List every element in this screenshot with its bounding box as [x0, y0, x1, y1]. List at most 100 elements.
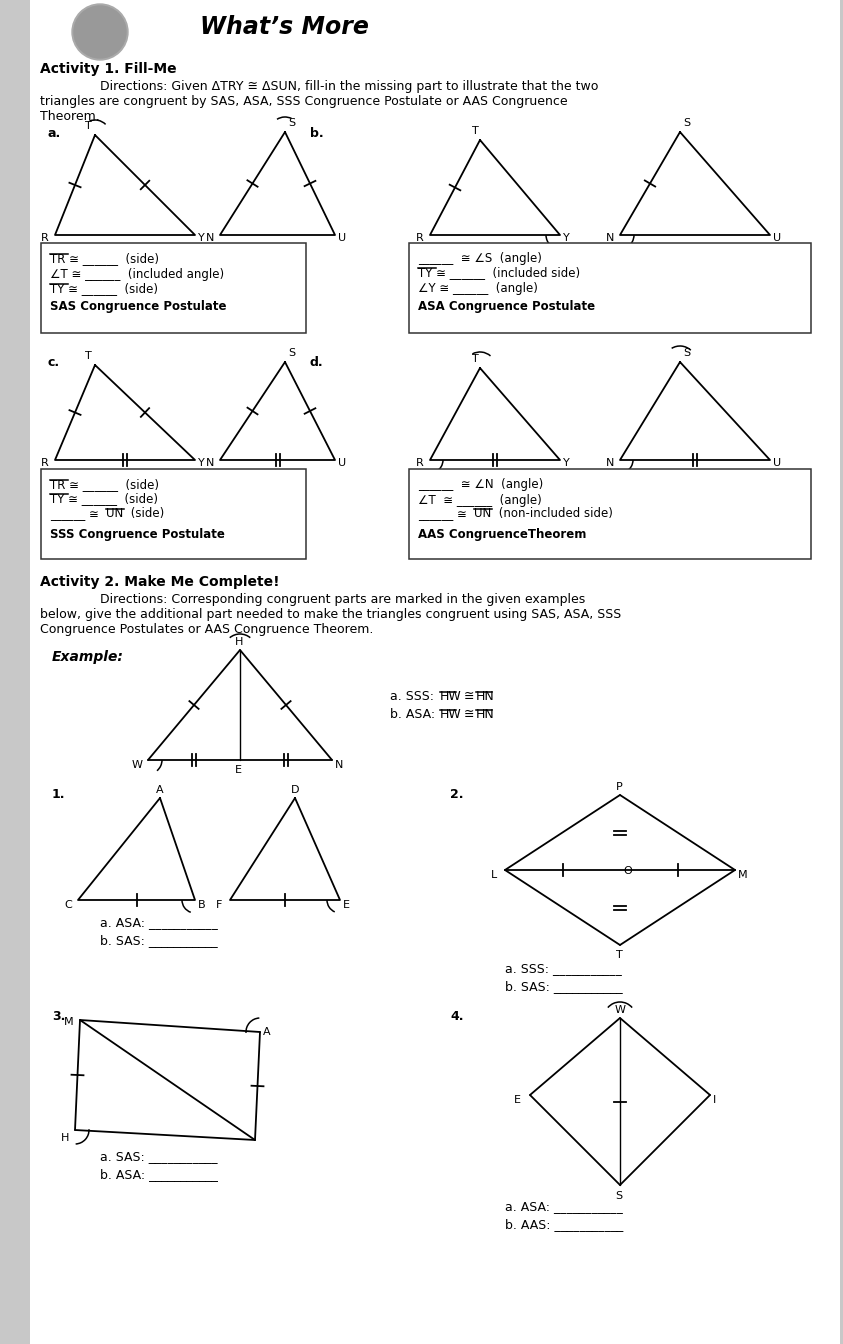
- FancyBboxPatch shape: [409, 469, 811, 559]
- Text: b. ASA: ___________: b. ASA: ___________: [100, 1168, 217, 1181]
- Text: R: R: [41, 458, 49, 468]
- Text: O: O: [623, 866, 631, 876]
- Text: 4.: 4.: [450, 1009, 464, 1023]
- Text: R: R: [41, 233, 49, 243]
- Text: W: W: [615, 1005, 626, 1015]
- Text: C: C: [64, 900, 72, 910]
- Text: SAS Congruence Postulate: SAS Congruence Postulate: [50, 300, 227, 313]
- Text: AAS CongruenceTheorem: AAS CongruenceTheorem: [418, 528, 587, 542]
- Text: N: N: [606, 458, 615, 468]
- Text: TR ≅ ______  (side): TR ≅ ______ (side): [50, 253, 159, 265]
- Text: ∠T ≅ ______  (included angle): ∠T ≅ ______ (included angle): [50, 267, 224, 281]
- Text: U: U: [773, 233, 781, 243]
- Text: T: T: [85, 121, 92, 130]
- Text: Directions: Corresponding congruent parts are marked in the given examples: Directions: Corresponding congruent part…: [100, 593, 585, 606]
- Circle shape: [72, 4, 128, 60]
- Text: A: A: [263, 1027, 271, 1038]
- Text: b. SAS: ___________: b. SAS: ___________: [100, 934, 217, 948]
- Text: M: M: [738, 870, 748, 880]
- Circle shape: [74, 5, 126, 58]
- Text: UN  (side): UN (side): [106, 507, 164, 520]
- Text: S: S: [683, 348, 690, 358]
- Text: R: R: [416, 458, 424, 468]
- Text: Y: Y: [198, 233, 205, 243]
- Text: E: E: [343, 900, 350, 910]
- Text: d.: d.: [310, 356, 324, 370]
- Text: HW: HW: [440, 689, 462, 703]
- Text: ASA Congruence Postulate: ASA Congruence Postulate: [418, 300, 595, 313]
- Text: 3.: 3.: [52, 1009, 66, 1023]
- Text: TY ≅ ______  (side): TY ≅ ______ (side): [50, 282, 158, 294]
- Text: T: T: [85, 351, 92, 362]
- Text: ≅: ≅: [460, 689, 479, 703]
- Text: N: N: [335, 759, 343, 770]
- Text: What’s More: What’s More: [200, 15, 369, 39]
- Text: E: E: [514, 1095, 521, 1105]
- Text: HN: HN: [476, 689, 495, 703]
- Text: S: S: [288, 348, 295, 358]
- Text: I: I: [713, 1095, 717, 1105]
- Text: b. AAS: ___________: b. AAS: ___________: [505, 1218, 623, 1231]
- Text: ______  ≅ ∠S  (angle): ______ ≅ ∠S (angle): [418, 253, 542, 265]
- Text: D: D: [291, 785, 299, 796]
- FancyBboxPatch shape: [41, 469, 306, 559]
- Text: T: T: [616, 950, 623, 960]
- Text: A: A: [156, 785, 164, 796]
- Text: TR ≅ ______  (side): TR ≅ ______ (side): [50, 478, 159, 491]
- Text: M: M: [64, 1017, 73, 1027]
- Text: U: U: [338, 233, 346, 243]
- Text: R: R: [416, 233, 424, 243]
- Text: SSS Congruence Postulate: SSS Congruence Postulate: [50, 528, 225, 542]
- Text: Theorem.: Theorem.: [40, 110, 99, 124]
- Text: a.: a.: [48, 126, 62, 140]
- Text: B: B: [198, 900, 206, 910]
- Text: H: H: [61, 1133, 69, 1142]
- Text: S: S: [683, 118, 690, 128]
- Text: b. SAS: ___________: b. SAS: ___________: [505, 980, 623, 993]
- Text: a. SSS:: a. SSS:: [390, 689, 446, 703]
- Text: N: N: [206, 233, 214, 243]
- Text: S: S: [615, 1191, 622, 1202]
- Text: N: N: [206, 458, 214, 468]
- Text: ∠Y ≅ ______  (angle): ∠Y ≅ ______ (angle): [418, 282, 538, 294]
- Text: below, give the additional part needed to make the triangles congruent using SAS: below, give the additional part needed t…: [40, 607, 621, 621]
- Text: ∠T  ≅ ______  (angle): ∠T ≅ ______ (angle): [418, 495, 542, 507]
- Text: ______ ≅: ______ ≅: [418, 508, 470, 521]
- Text: Activity 1. Fill-Me: Activity 1. Fill-Me: [40, 62, 177, 77]
- Text: Y: Y: [563, 458, 570, 468]
- Text: TY ≅ ______  (side): TY ≅ ______ (side): [50, 492, 158, 505]
- Text: Example:: Example:: [52, 650, 124, 664]
- Text: P: P: [616, 782, 623, 792]
- Text: Congruence Postulates or AAS Congruence Theorem.: Congruence Postulates or AAS Congruence …: [40, 624, 373, 636]
- Text: Directions: Given ΔTRY ≅ ΔSUN, fill-in the missing part to illustrate that the t: Directions: Given ΔTRY ≅ ΔSUN, fill-in t…: [100, 81, 599, 93]
- Text: L: L: [491, 870, 497, 880]
- Text: Y: Y: [563, 233, 570, 243]
- Text: a. SAS: ___________: a. SAS: ___________: [100, 1150, 217, 1163]
- Text: W: W: [132, 759, 143, 770]
- Text: ______  ≅ ∠N  (angle): ______ ≅ ∠N (angle): [418, 478, 543, 491]
- Text: ______ ≅: ______ ≅: [50, 508, 103, 521]
- Text: T: T: [472, 126, 479, 136]
- Text: N: N: [606, 233, 615, 243]
- Text: HW: HW: [440, 708, 462, 720]
- FancyBboxPatch shape: [409, 243, 811, 333]
- Text: F: F: [216, 900, 223, 910]
- FancyBboxPatch shape: [41, 243, 306, 333]
- Text: UN  (non-included side): UN (non-included side): [474, 507, 613, 520]
- Text: E: E: [235, 765, 242, 775]
- Text: a. ASA: ___________: a. ASA: ___________: [505, 1200, 623, 1214]
- Text: S: S: [288, 118, 295, 128]
- Text: H: H: [235, 637, 244, 646]
- Text: triangles are congruent by SAS, ASA, SSS Congruence Postulate or AAS Congruence: triangles are congruent by SAS, ASA, SSS…: [40, 95, 567, 108]
- Text: 2.: 2.: [450, 788, 464, 801]
- Text: c.: c.: [48, 356, 60, 370]
- Text: Activity 2. Make Me Complete!: Activity 2. Make Me Complete!: [40, 575, 280, 589]
- Text: ≅: ≅: [460, 708, 479, 720]
- Text: a. ASA: ___________: a. ASA: ___________: [100, 917, 217, 929]
- Text: U: U: [338, 458, 346, 468]
- Text: 1.: 1.: [52, 788, 66, 801]
- Text: T: T: [472, 353, 479, 364]
- Text: b.: b.: [310, 126, 324, 140]
- Text: a. SSS: ___________: a. SSS: ___________: [505, 962, 622, 974]
- Text: HN: HN: [476, 708, 495, 720]
